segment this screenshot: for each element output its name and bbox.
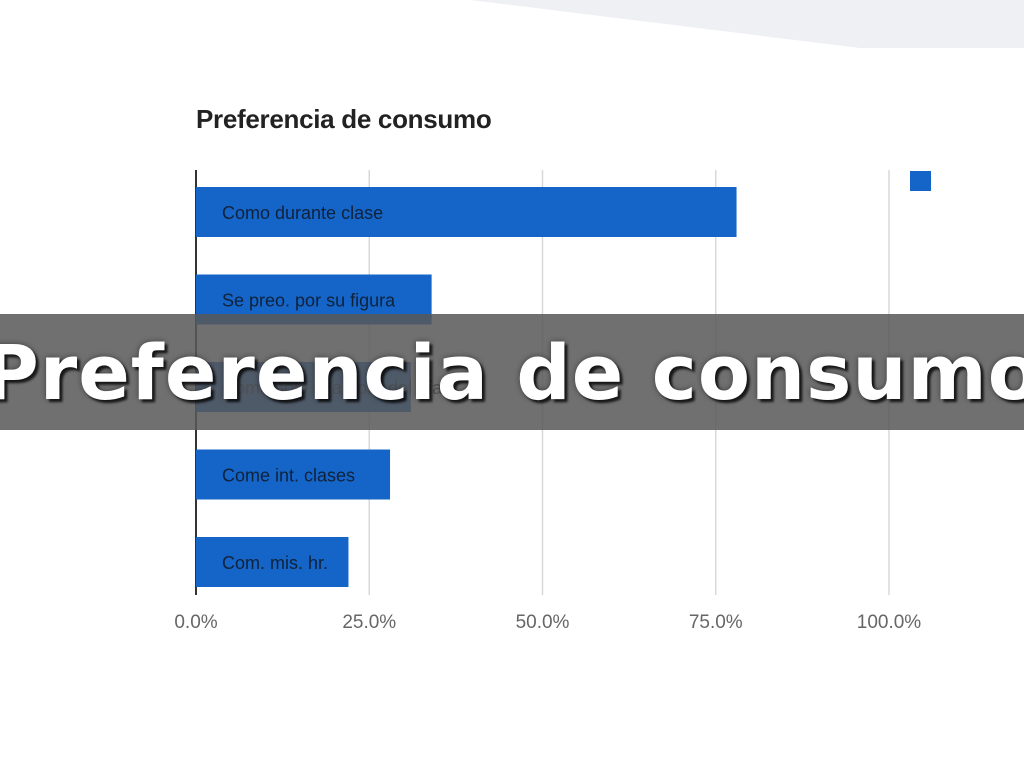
bar <box>196 187 737 237</box>
x-tick-label: 50.0% <box>516 612 570 633</box>
x-tick-label: 0.0% <box>174 612 217 633</box>
bar-label: Como durante clase <box>222 203 383 223</box>
slide-title: Preferencia de consumo <box>0 327 1024 417</box>
x-tick-label: 100.0% <box>857 612 922 633</box>
bar <box>196 449 391 500</box>
bar-label: Se preo. por su figura <box>222 291 396 311</box>
background-corner-wedge <box>470 0 1024 48</box>
bar-label: Come int. clases <box>222 466 355 486</box>
x-tick-label: 75.0% <box>689 612 743 633</box>
legend-swatch <box>910 171 931 191</box>
slide-title-band: Preferencia de consumo <box>0 314 1024 430</box>
bar-label: Com. mis. hr. <box>222 553 328 573</box>
chart-title: Preferencia de consumo <box>196 104 492 134</box>
x-tick-label: 25.0% <box>342 612 396 633</box>
bar <box>196 537 349 587</box>
